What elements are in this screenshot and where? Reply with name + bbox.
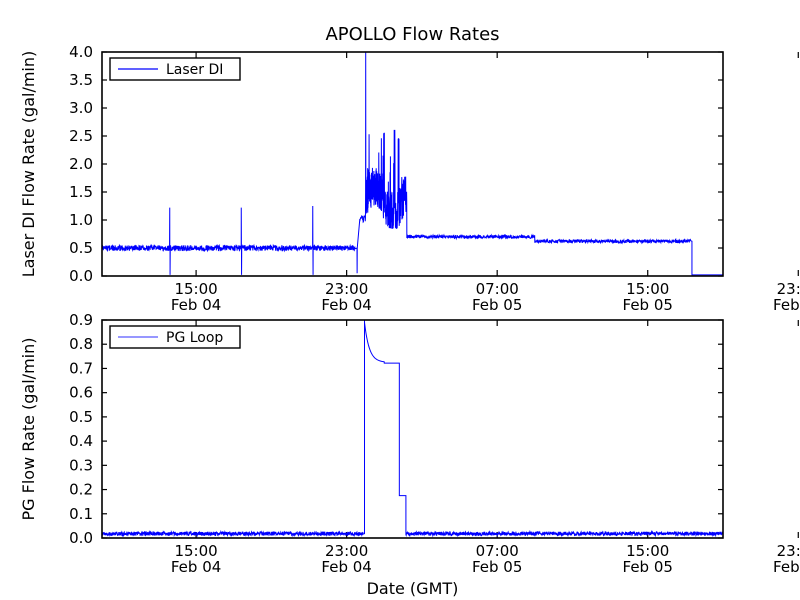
axes-frame (101, 51, 724, 277)
series-line-pg-loop (102, 320, 723, 538)
chart-title: APOLLO Flow Rates (325, 24, 499, 45)
x-tick-label-4: 23:00 (777, 542, 800, 560)
y-tick-label-1: 0.1 (69, 505, 93, 523)
legend-label-laser-di: Laser DI (166, 62, 223, 78)
y-tick-label-5: 2.5 (69, 127, 93, 145)
y-tick-label-0: 0.0 (69, 267, 93, 285)
series-line-laser-di (102, 52, 723, 276)
legend-box (109, 57, 241, 81)
x-tick-sublabel-3: Feb 05 (623, 296, 673, 314)
y-tick-label-6: 0.6 (69, 384, 93, 402)
x-tick-sublabel-4: Feb 05 (773, 558, 800, 576)
x-tick-sublabel-2: Feb 05 (472, 296, 522, 314)
y-tick-label-8: 0.8 (69, 335, 93, 353)
y-tick-label-4: 0.4 (69, 432, 93, 450)
y-tick-label-6: 3.0 (69, 99, 93, 117)
y-tick-label-9: 0.9 (69, 311, 93, 329)
legend-box (109, 325, 241, 349)
x-tick-label-0: 15:00 (174, 280, 217, 298)
legend[interactable]: Laser DI (109, 57, 241, 81)
x-tick-sublabel-1: Feb 04 (321, 296, 371, 314)
x-axis-label: Date (GMT) (367, 579, 459, 598)
x-tick-label-2: 07:00 (476, 280, 519, 298)
x-tick-label-1: 23:00 (325, 280, 368, 298)
x-tick-label-2: 07:00 (476, 542, 519, 560)
x-tick-sublabel-1: Feb 04 (321, 558, 371, 576)
x-tick-sublabel-4: Feb 05 (773, 296, 800, 314)
legend[interactable]: PG Loop (109, 325, 241, 349)
x-tick-sublabel-2: Feb 05 (472, 558, 522, 576)
x-tick-label-1: 23:00 (325, 542, 368, 560)
y-axis-label: PG Flow Rate (gal/min) (19, 338, 38, 521)
y-tick-label-4: 2.0 (69, 155, 93, 173)
y-tick-label-2: 1.0 (69, 211, 93, 229)
legend-label-pg-loop: PG Loop (166, 330, 223, 346)
y-tick-label-0: 0.0 (69, 529, 93, 547)
y-tick-label-8: 4.0 (69, 43, 93, 61)
data-layer (102, 52, 723, 276)
x-tick-label-0: 15:00 (174, 542, 217, 560)
x-tick-sublabel-3: Feb 05 (623, 558, 673, 576)
y-tick-label-5: 0.5 (69, 408, 93, 426)
y-tick-label-7: 0.7 (69, 359, 93, 377)
y-tick-label-3: 1.5 (69, 183, 93, 201)
y-axis-label: Laser DI Flow Rate (gal/min) (19, 51, 38, 278)
y-tick-label-7: 3.5 (69, 71, 93, 89)
x-tick-sublabel-0: Feb 04 (171, 296, 221, 314)
x-tick-label-3: 15:00 (626, 280, 669, 298)
x-tick-label-3: 15:00 (626, 542, 669, 560)
x-tick-label-4: 23:00 (777, 280, 800, 298)
y-tick-label-2: 0.2 (69, 481, 93, 499)
y-tick-label-1: 0.5 (69, 239, 93, 257)
y-tick-label-3: 0.3 (69, 456, 93, 474)
data-layer (102, 320, 723, 538)
x-tick-sublabel-0: Feb 04 (171, 558, 221, 576)
axes-frame (101, 319, 724, 539)
